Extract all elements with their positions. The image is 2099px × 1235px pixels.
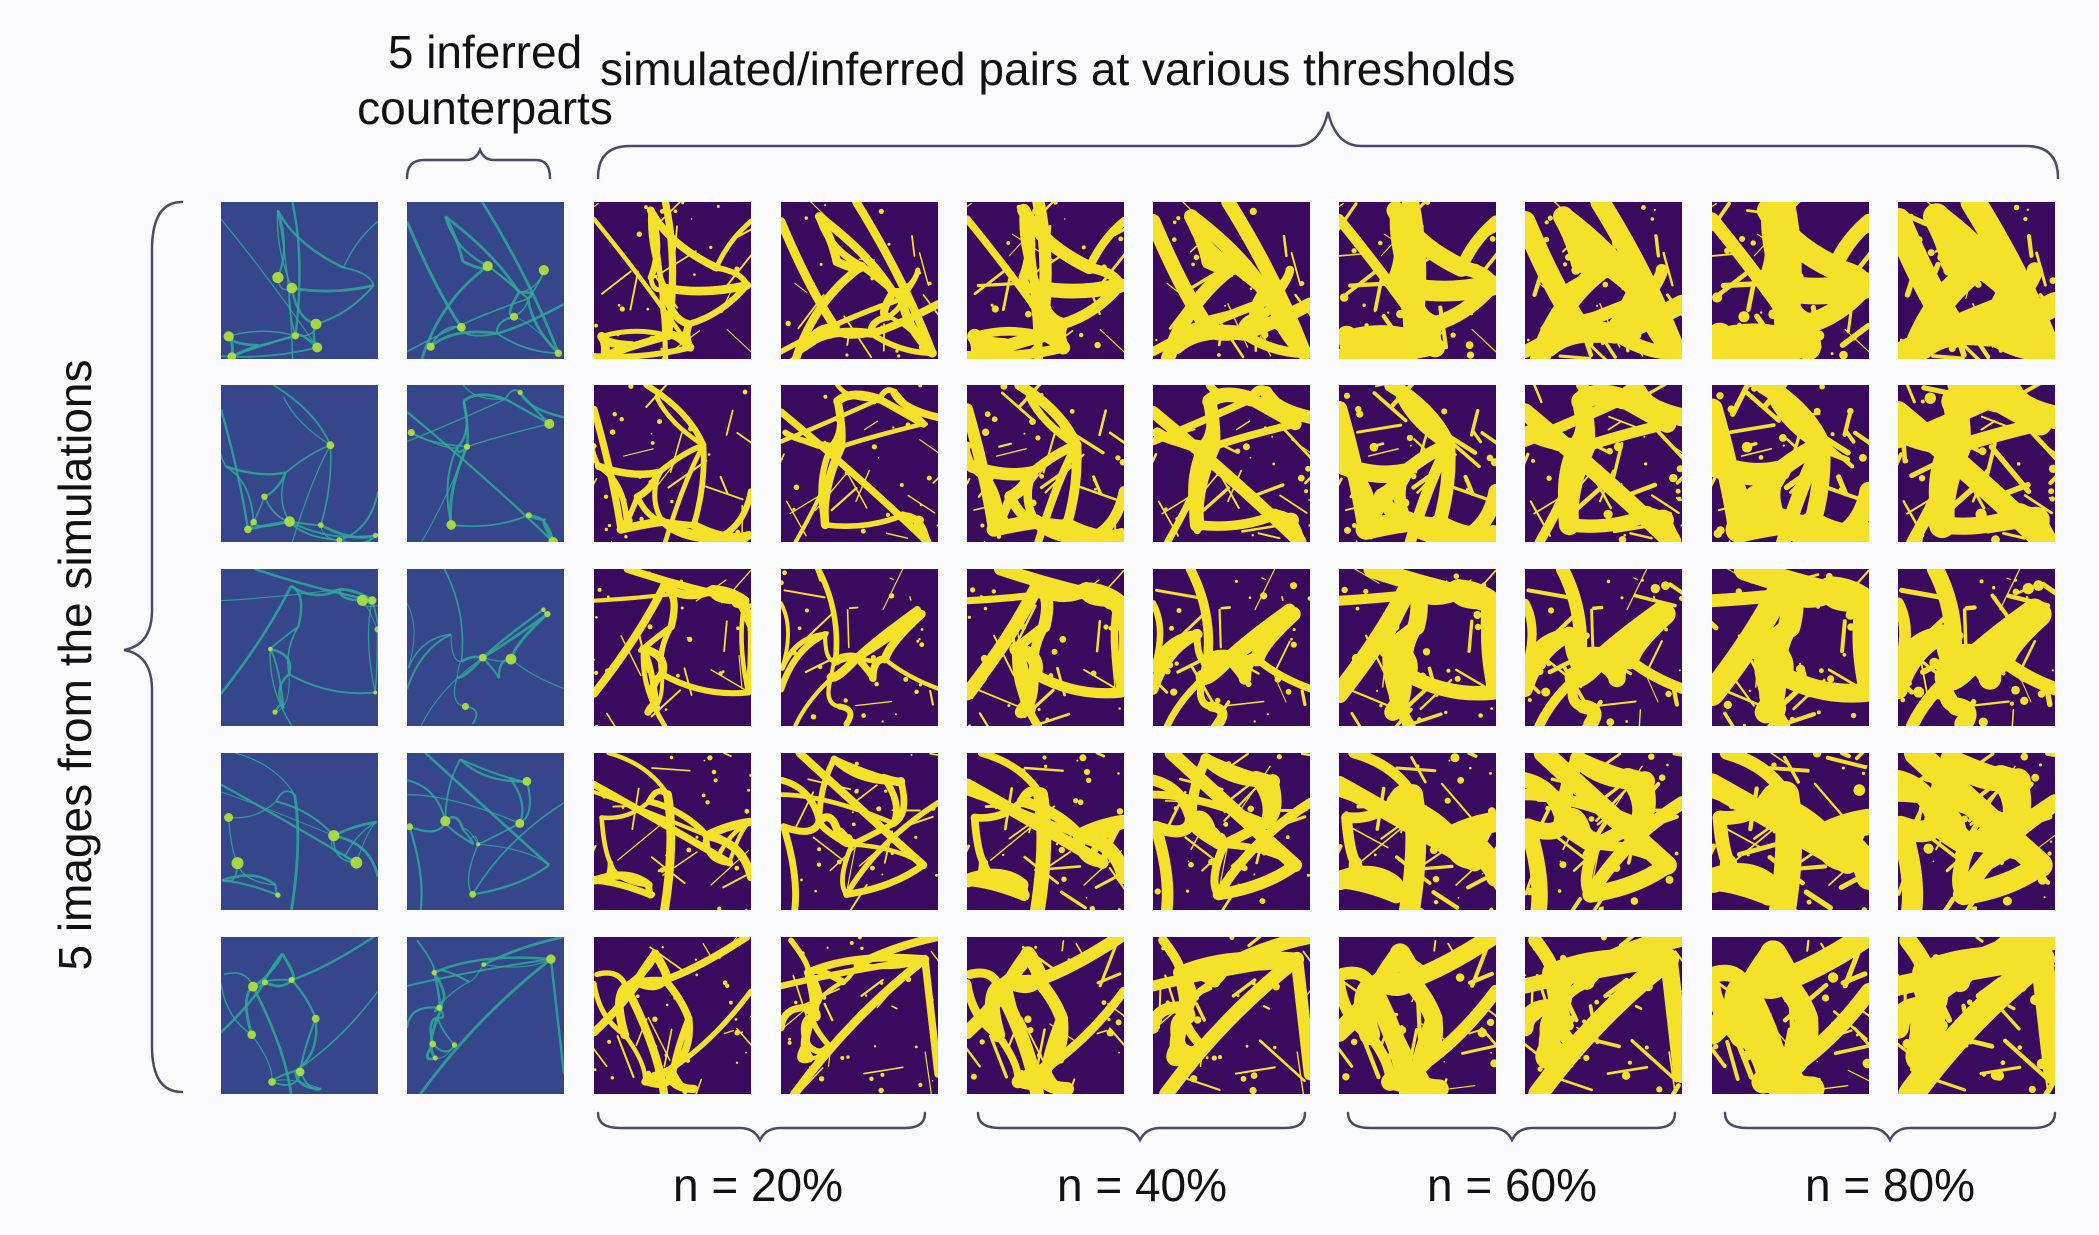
threshold-label-40: n = 40% — [1056, 1159, 1228, 1211]
tile-row1-simulated — [221, 202, 378, 359]
tile-row4-threshold-80-inf — [1898, 753, 2055, 910]
tile-row2-inferred — [407, 385, 564, 542]
tile-row2-threshold-40-inf — [1153, 385, 1310, 542]
inferred-header-line1: 5 inferred — [387, 26, 583, 78]
left-brace-simulations — [123, 200, 184, 1094]
tile-row4-threshold-60-inf — [1525, 753, 1682, 910]
tile-row4-threshold-20-sim — [594, 753, 751, 910]
tile-row5-threshold-80-inf — [1898, 937, 2055, 1094]
tile-row5-threshold-60-inf — [1525, 937, 1682, 1094]
inferred-header-line2: counterparts — [357, 82, 613, 134]
tile-row4-simulated — [221, 753, 378, 910]
tile-row5-simulated — [221, 937, 378, 1094]
tile-row2-threshold-60-sim — [1339, 385, 1496, 542]
threshold-label-60: n = 60% — [1426, 1159, 1598, 1211]
tile-row2-threshold-40-sim — [967, 385, 1124, 542]
tile-row2-threshold-20-inf — [781, 385, 938, 542]
tile-row4-threshold-20-inf — [781, 753, 938, 910]
tile-row1-threshold-80-inf — [1898, 202, 2055, 359]
bottom-brace-60 — [1346, 1111, 1677, 1143]
threshold-label-20: n = 20% — [672, 1159, 844, 1211]
tile-row3-threshold-20-inf — [781, 569, 938, 726]
tile-row1-threshold-60-sim — [1339, 202, 1496, 359]
bottom-brace-80 — [1723, 1111, 2057, 1143]
tile-row4-threshold-80-sim — [1712, 753, 1869, 910]
tile-row5-threshold-20-inf — [781, 937, 938, 1094]
tile-row1-threshold-40-sim — [967, 202, 1124, 359]
tile-row4-inferred — [407, 753, 564, 910]
tile-row1-threshold-20-sim — [594, 202, 751, 359]
tile-row1-threshold-20-inf — [781, 202, 938, 359]
tile-row5-threshold-60-sim — [1339, 937, 1496, 1094]
tile-row3-inferred — [407, 569, 564, 726]
bottom-brace-20 — [596, 1111, 927, 1143]
tile-row5-inferred — [407, 937, 564, 1094]
tile-row1-threshold-40-inf — [1153, 202, 1310, 359]
tile-row2-threshold-20-sim — [594, 385, 751, 542]
tile-row5-threshold-40-inf — [1153, 937, 1310, 1094]
tile-row3-threshold-80-sim — [1712, 569, 1869, 726]
tile-row3-threshold-80-inf — [1898, 569, 2055, 726]
tile-row4-threshold-60-sim — [1339, 753, 1496, 910]
tile-row1-inferred — [407, 202, 564, 359]
tile-row3-threshold-60-sim — [1339, 569, 1496, 726]
tile-row4-threshold-40-inf — [1153, 753, 1310, 910]
tile-row5-threshold-80-sim — [1712, 937, 1869, 1094]
tile-row1-threshold-80-sim — [1712, 202, 1869, 359]
tile-row2-threshold-80-inf — [1898, 385, 2055, 542]
top-brace-thresholds — [596, 111, 2060, 180]
tile-row3-threshold-60-inf — [1525, 569, 1682, 726]
tile-row5-threshold-40-sim — [967, 937, 1124, 1094]
threshold-label-80: n = 80% — [1804, 1159, 1976, 1211]
tile-row2-simulated — [221, 385, 378, 542]
tile-row2-threshold-80-sim — [1712, 385, 1869, 542]
tile-row3-threshold-20-sim — [594, 569, 751, 726]
tile-row4-threshold-40-sim — [967, 753, 1124, 910]
tile-row1-threshold-60-inf — [1525, 202, 1682, 359]
inferred-counterparts-header: 5 inferred counterparts — [335, 24, 635, 136]
tile-row5-threshold-20-sim — [594, 937, 751, 1094]
tile-row3-threshold-40-sim — [967, 569, 1124, 726]
tile-row3-simulated — [221, 569, 378, 726]
tile-row3-threshold-40-inf — [1153, 569, 1310, 726]
top-brace-inferred — [405, 146, 552, 180]
bottom-brace-40 — [976, 1111, 1307, 1143]
tile-row2-threshold-60-inf — [1525, 385, 1682, 542]
